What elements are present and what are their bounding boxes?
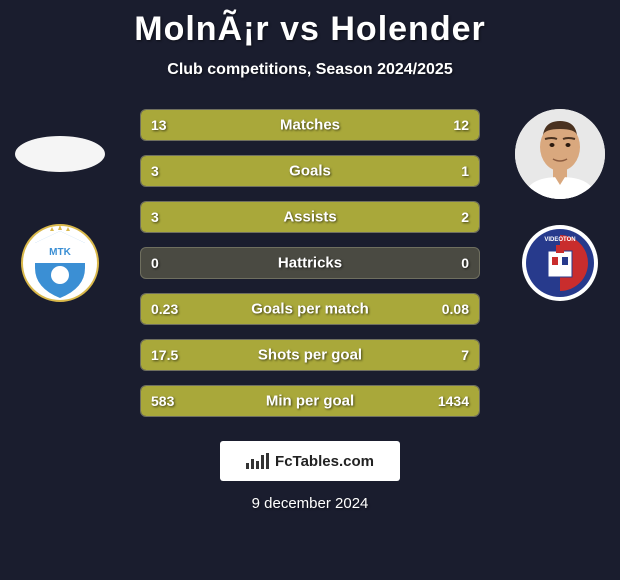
stat-value-right: 7: [461, 347, 469, 363]
stat-value-left: 0: [151, 255, 159, 271]
stat-row: 13 12 Matches: [140, 109, 480, 141]
mtk-badge-icon: MTK: [20, 223, 100, 303]
stat-value-left: 13: [151, 117, 167, 133]
stat-value-right: 0.08: [442, 301, 469, 317]
stat-value-right: 12: [453, 117, 469, 133]
player-photo-left: [15, 136, 105, 172]
right-player-column: VIDEOTON: [510, 109, 610, 303]
stat-label: Shots per goal: [258, 347, 362, 364]
svg-text:VIDEOTON: VIDEOTON: [544, 237, 575, 243]
stat-label: Hattricks: [278, 255, 342, 272]
chart-icon: [246, 453, 269, 469]
stat-fill-right: [344, 202, 479, 232]
stat-value-right: 2: [461, 209, 469, 225]
stat-bars: 13 12 Matches 3 1 Goals 3 2 Assists 0 0 Hattricks 0.…: [140, 109, 480, 417]
player-avatar-icon: [515, 109, 605, 199]
svg-text:MTK: MTK: [49, 247, 71, 258]
main-area: MTK: [0, 109, 620, 417]
stat-value-left: 0.23: [151, 301, 178, 317]
stat-row: 0 0 Hattricks: [140, 247, 480, 279]
stat-label: Assists: [283, 209, 336, 226]
stat-row: 3 1 Goals: [140, 155, 480, 187]
stat-row: 0.23 0.08 Goals per match: [140, 293, 480, 325]
comparison-title: MolnÃ¡r vs Holender: [0, 0, 620, 49]
stat-value-left: 583: [151, 393, 174, 409]
videoton-badge-icon: VIDEOTON: [520, 223, 600, 303]
stat-value-left: 3: [151, 209, 159, 225]
stat-value-right: 1: [461, 163, 469, 179]
footer-date: 9 december 2024: [0, 495, 620, 512]
comparison-subtitle: Club competitions, Season 2024/2025: [0, 61, 620, 79]
stat-value-left: 3: [151, 163, 159, 179]
left-player-column: MTK: [10, 109, 110, 303]
stat-row: 583 1434 Min per goal: [140, 385, 480, 417]
stat-row: 17.5 7 Shots per goal: [140, 339, 480, 371]
stat-row: 3 2 Assists: [140, 201, 480, 233]
stat-fill-left: [141, 156, 395, 186]
stat-value-left: 17.5: [151, 347, 178, 363]
footer-logo: FcTables.com: [220, 441, 400, 481]
stat-value-right: 0: [461, 255, 469, 271]
club-badge-right: VIDEOTON: [520, 223, 600, 303]
stat-label: Goals per match: [251, 301, 369, 318]
club-badge-left: MTK: [20, 223, 100, 303]
footer-logo-text: FcTables.com: [275, 453, 374, 470]
stat-label: Goals: [289, 163, 331, 180]
stat-label: Min per goal: [266, 393, 354, 410]
stat-label: Matches: [280, 117, 340, 134]
player-photo-right: [515, 109, 605, 199]
stat-value-right: 1434: [438, 393, 469, 409]
